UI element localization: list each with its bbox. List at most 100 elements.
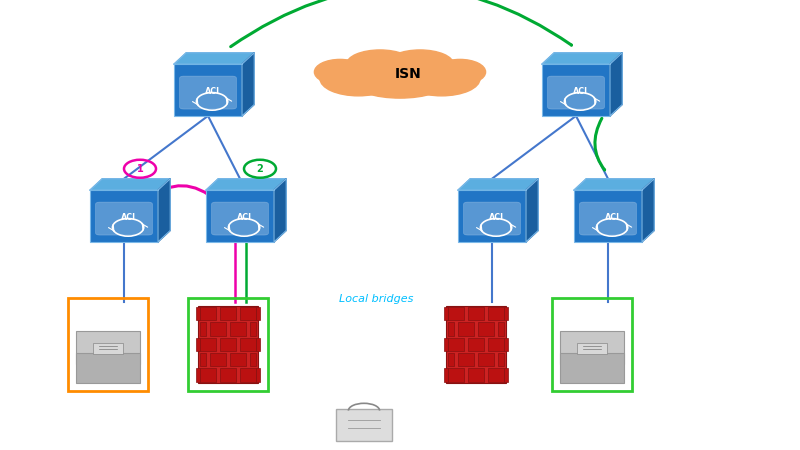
- FancyBboxPatch shape: [504, 307, 507, 320]
- Polygon shape: [574, 179, 654, 190]
- FancyBboxPatch shape: [219, 368, 237, 382]
- FancyBboxPatch shape: [574, 190, 642, 242]
- FancyBboxPatch shape: [560, 331, 624, 364]
- Text: ACI: ACI: [205, 86, 220, 95]
- FancyBboxPatch shape: [256, 307, 259, 320]
- FancyBboxPatch shape: [219, 307, 237, 320]
- FancyBboxPatch shape: [498, 322, 504, 336]
- Text: 2: 2: [257, 164, 263, 174]
- FancyBboxPatch shape: [463, 202, 521, 235]
- FancyBboxPatch shape: [577, 342, 607, 354]
- Ellipse shape: [354, 67, 446, 98]
- FancyBboxPatch shape: [256, 338, 259, 351]
- FancyBboxPatch shape: [542, 64, 610, 116]
- FancyArrowPatch shape: [149, 186, 218, 201]
- Ellipse shape: [320, 62, 397, 96]
- Polygon shape: [242, 53, 254, 116]
- FancyArrowPatch shape: [230, 0, 571, 47]
- Ellipse shape: [403, 62, 480, 96]
- Text: ACI: ACI: [121, 212, 136, 221]
- FancyBboxPatch shape: [467, 368, 485, 382]
- FancyBboxPatch shape: [199, 338, 216, 351]
- FancyBboxPatch shape: [199, 322, 206, 336]
- FancyBboxPatch shape: [445, 307, 448, 320]
- FancyBboxPatch shape: [179, 76, 237, 109]
- Ellipse shape: [314, 59, 366, 85]
- Text: ISN: ISN: [394, 67, 422, 81]
- FancyBboxPatch shape: [448, 338, 464, 351]
- FancyBboxPatch shape: [547, 76, 605, 109]
- Text: Local bridges: Local bridges: [339, 294, 413, 304]
- FancyBboxPatch shape: [196, 368, 199, 382]
- FancyBboxPatch shape: [240, 338, 256, 351]
- FancyBboxPatch shape: [219, 338, 237, 351]
- FancyBboxPatch shape: [560, 353, 624, 383]
- Polygon shape: [526, 179, 538, 242]
- FancyBboxPatch shape: [504, 338, 507, 351]
- Polygon shape: [274, 179, 286, 242]
- FancyBboxPatch shape: [448, 322, 454, 336]
- FancyBboxPatch shape: [230, 353, 246, 366]
- FancyBboxPatch shape: [174, 64, 242, 116]
- Text: ACI: ACI: [489, 212, 504, 221]
- FancyBboxPatch shape: [478, 322, 494, 336]
- FancyBboxPatch shape: [250, 353, 256, 366]
- FancyBboxPatch shape: [446, 306, 506, 382]
- FancyBboxPatch shape: [336, 410, 392, 441]
- Ellipse shape: [386, 50, 454, 79]
- FancyBboxPatch shape: [198, 306, 258, 382]
- FancyBboxPatch shape: [478, 353, 494, 366]
- Ellipse shape: [342, 53, 458, 96]
- FancyBboxPatch shape: [250, 322, 256, 336]
- FancyBboxPatch shape: [504, 368, 507, 382]
- FancyBboxPatch shape: [93, 342, 123, 354]
- Polygon shape: [90, 179, 170, 190]
- FancyBboxPatch shape: [448, 307, 464, 320]
- FancyBboxPatch shape: [240, 307, 256, 320]
- FancyBboxPatch shape: [488, 307, 504, 320]
- FancyBboxPatch shape: [256, 368, 259, 382]
- FancyBboxPatch shape: [458, 322, 474, 336]
- Polygon shape: [206, 179, 286, 190]
- FancyBboxPatch shape: [196, 338, 199, 351]
- Text: ACI: ACI: [605, 212, 620, 221]
- FancyBboxPatch shape: [90, 190, 158, 242]
- FancyBboxPatch shape: [210, 322, 226, 336]
- Text: 1: 1: [137, 164, 143, 174]
- FancyBboxPatch shape: [210, 353, 226, 366]
- FancyBboxPatch shape: [95, 202, 153, 235]
- FancyBboxPatch shape: [206, 190, 274, 242]
- FancyBboxPatch shape: [199, 307, 216, 320]
- FancyBboxPatch shape: [199, 368, 216, 382]
- Ellipse shape: [434, 59, 486, 85]
- FancyBboxPatch shape: [199, 353, 206, 366]
- Polygon shape: [642, 179, 654, 242]
- Text: ACI: ACI: [573, 86, 588, 95]
- FancyBboxPatch shape: [498, 353, 504, 366]
- FancyBboxPatch shape: [445, 368, 448, 382]
- Polygon shape: [174, 53, 254, 64]
- FancyBboxPatch shape: [230, 322, 246, 336]
- Polygon shape: [158, 179, 170, 242]
- FancyBboxPatch shape: [488, 368, 504, 382]
- Polygon shape: [458, 179, 538, 190]
- FancyBboxPatch shape: [488, 338, 504, 351]
- FancyArrowPatch shape: [595, 118, 605, 170]
- FancyBboxPatch shape: [458, 353, 474, 366]
- FancyBboxPatch shape: [77, 331, 139, 364]
- FancyBboxPatch shape: [196, 307, 199, 320]
- FancyBboxPatch shape: [579, 202, 637, 235]
- FancyBboxPatch shape: [240, 368, 256, 382]
- FancyBboxPatch shape: [467, 307, 485, 320]
- Polygon shape: [542, 53, 622, 64]
- FancyBboxPatch shape: [467, 338, 485, 351]
- FancyBboxPatch shape: [448, 353, 454, 366]
- FancyBboxPatch shape: [448, 368, 464, 382]
- FancyBboxPatch shape: [211, 202, 269, 235]
- FancyBboxPatch shape: [77, 353, 139, 383]
- Polygon shape: [610, 53, 622, 116]
- Ellipse shape: [346, 50, 414, 79]
- FancyBboxPatch shape: [445, 338, 448, 351]
- Text: ACI: ACI: [237, 212, 252, 221]
- FancyBboxPatch shape: [458, 190, 526, 242]
